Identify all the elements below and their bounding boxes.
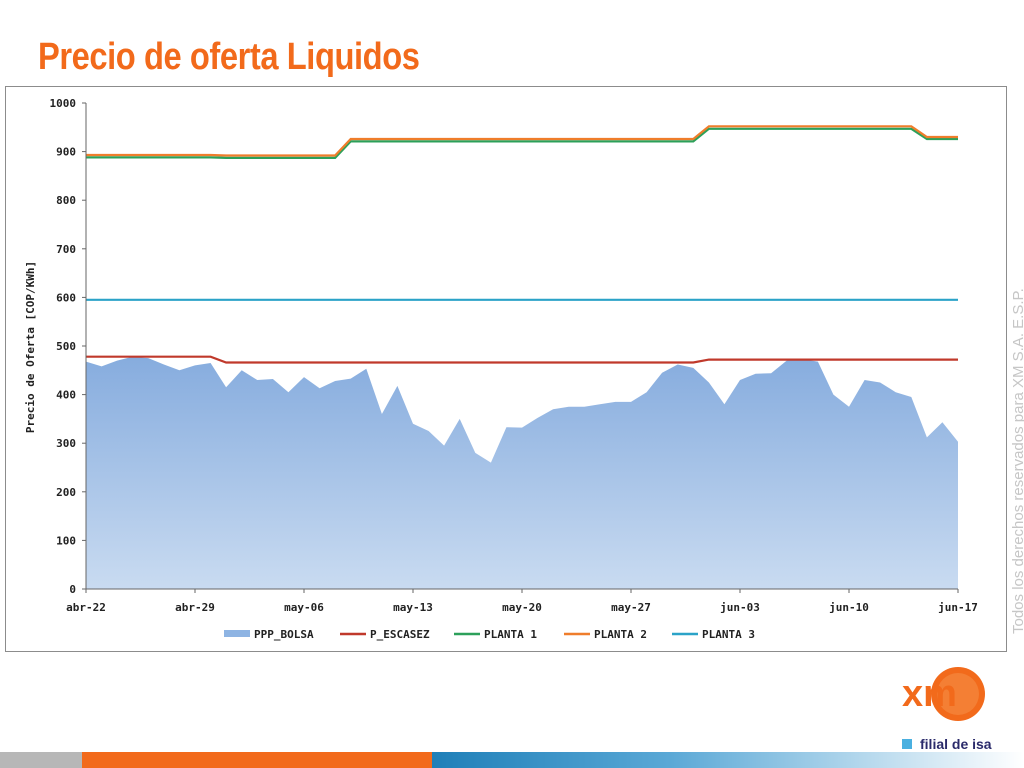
y-tick-label: 500 [56,340,76,353]
x-tick-label: may-27 [611,601,651,614]
footer-gray-segment [0,752,82,768]
x-tick-label: jun-10 [829,601,869,614]
chart-frame: 0 100 200 300 400 500 600 700 800 900 1000 abr-22 a… [5,86,1007,652]
series-line-planta-1 [86,127,958,159]
footer-orange-segment [82,752,432,768]
x-tick-label: may-06 [284,601,324,614]
y-tick-label: 700 [56,243,76,256]
y-tick-label: 0 [69,583,76,596]
x-tick-label: may-13 [393,601,433,614]
y-tick-label: 800 [56,194,76,207]
logo-text: xm [902,673,957,715]
y-axis-title: Precio de Oferta [COP/KWh] [24,261,37,433]
copyright-watermark: Todos los derechos reservados para XM S.… [1010,288,1024,634]
y-tick-label: 200 [56,486,76,499]
tagline-text: filial de isa [920,736,992,752]
x-tick-label: abr-22 [66,601,106,614]
legend-label: PLANTA 3 [702,628,755,641]
x-tick-label: jun-17 [938,601,978,614]
x-ticks: abr-22 abr-29 may-06 may-13 may-20 may-27 jun-… [66,589,978,614]
y-tick-label: 600 [56,291,76,304]
y-tick-label: 100 [56,534,76,547]
chart-marks [86,125,958,589]
page-title: Precio de oferta Liquidos [38,36,420,78]
footer-blue-segment [432,752,1024,768]
series-line-planta-2 [86,125,958,157]
legend-label: PLANTA 1 [484,628,537,641]
x-tick-label: jun-03 [720,601,760,614]
series-line-p-escasez [86,355,958,364]
y-tick-label: 400 [56,389,76,402]
x-tick-label: abr-29 [175,601,215,614]
y-tick-label: 300 [56,437,76,450]
y-ticks: 0 100 200 300 400 500 600 700 800 900 1000 [50,97,86,596]
legend-label: PPP_BOLSA [254,628,314,641]
tagline: filial de isa [902,736,992,752]
y-tick-label: 900 [56,146,76,159]
square-icon [902,739,912,749]
legend: PPP_BOLSA P_ESCASEZ PLANTA 1 PLANTA 2 PLANTA… [224,628,755,641]
footer-bar [0,752,1024,768]
legend-label: PLANTA 2 [594,628,647,641]
series-area-ppp-bolsa [86,356,958,589]
y-tick-label: 1000 [50,97,77,110]
legend-label: P_ESCASEZ [370,628,430,641]
x-tick-label: may-20 [502,601,542,614]
legend-swatch [224,630,250,637]
xm-logo-icon: xm [896,662,996,722]
